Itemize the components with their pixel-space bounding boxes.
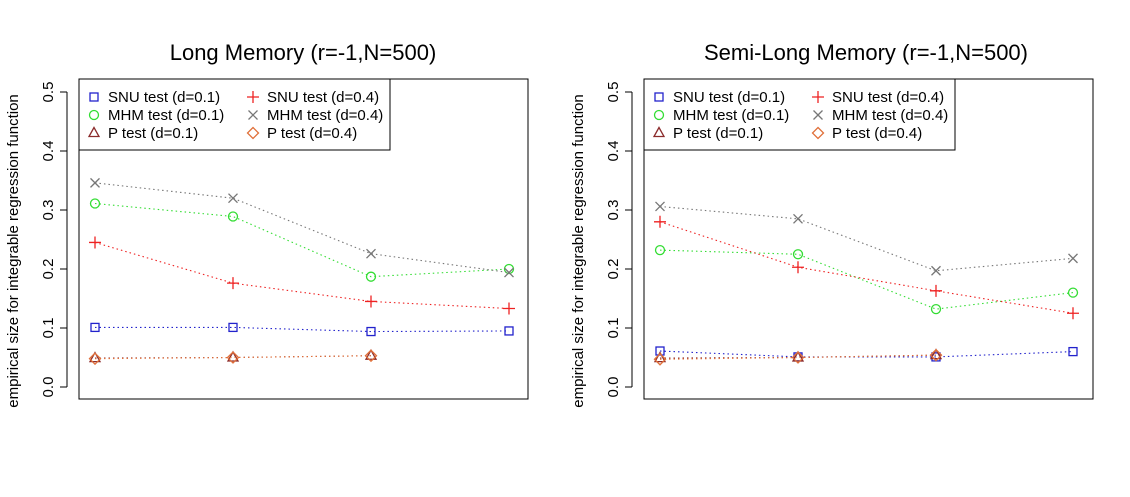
legend-marker [246,126,260,140]
chart-panel-2: Semi-Long Memory (r=-1,N=500) 0.0 0.1 0.2 0.… [570,40,1094,408]
legend-label: MHM test (d=0.1) [673,107,789,124]
data-point [226,350,240,362]
y-tick-label: 0.3 [40,200,57,221]
y-tick-label: 0.2 [40,259,57,280]
series-line [659,221,1074,314]
data-point [1068,253,1078,264]
data-point [792,261,804,274]
series-line [659,249,1074,310]
legend-marker [89,92,99,102]
data-point [930,284,942,297]
y-tick-label: 0.0 [605,377,622,398]
legend-label: SNU test (d=0.1) [108,89,220,106]
data-point [88,352,102,366]
legend-marker [247,91,259,103]
series-line [95,326,510,333]
data-point [655,201,665,212]
series-line [94,241,510,310]
chart-title: Long Memory (r=-1,N=500) [170,40,437,65]
legend-marker [248,110,258,120]
legend-label: MHM test (d=0.4) [832,107,948,124]
data-point [226,351,240,364]
legend-label: P test (d=0.4) [832,125,922,142]
legend-label: MHM test (d=0.1) [108,107,224,124]
y-tick-label: 0.1 [605,318,622,339]
data-point [792,249,804,260]
data-point [89,198,101,209]
data-point [793,213,803,224]
data-point [1068,346,1078,357]
legend-label: P test (d=0.1) [673,125,763,142]
legend-marker [653,109,665,121]
legend-marker [654,92,664,102]
y-tick-label: 0.1 [40,318,57,339]
y-tick-label: 0.4 [605,141,622,162]
data-point [364,348,378,360]
data-point [227,277,239,290]
legend-marker [87,126,101,138]
data-point [504,267,514,278]
data-point [929,348,943,362]
data-point [654,215,666,228]
data-point [365,271,377,282]
data-point [653,352,667,366]
data-point [228,322,238,333]
legend-label: MHM test (d=0.4) [267,107,383,124]
series-line [659,205,1074,272]
series-line [94,355,372,360]
y-axis-label: empirical size for integrable regression… [570,94,587,407]
legend-box [643,78,956,151]
y-tick-label: 0.2 [605,259,622,280]
data-point [88,351,102,363]
series-line [94,182,510,274]
data-point [503,302,515,315]
data-point [791,351,805,364]
legend: SNU test (d=0.1)MHM test (d=0.1)P test (… [78,78,391,151]
data-point [929,348,943,360]
chart-title: Semi-Long Memory (r=-1,N=500) [704,40,1028,65]
data-point [90,322,100,333]
data-point [227,211,239,222]
data-point [931,265,941,276]
legend-marker [652,126,666,138]
data-point [365,295,377,308]
legend-label: SNU test (d=0.4) [832,89,944,106]
series-line [94,202,510,278]
legend-label: SNU test (d=0.1) [673,89,785,106]
data-point [1067,307,1079,320]
legend-marker [812,91,824,103]
data-point [364,349,378,363]
y-tick-label: 0.5 [40,82,57,103]
data-point [366,248,376,259]
series-line [659,350,1074,358]
legend-marker [811,126,825,140]
data-point [791,350,805,362]
data-point [89,236,101,249]
data-point [90,177,100,188]
legend-marker [88,109,100,121]
data-point [366,326,376,337]
data-point [654,244,666,256]
data-point [228,193,238,204]
y-tick-label: 0.3 [605,200,622,221]
data-point [1067,287,1079,298]
data-point [930,303,942,315]
chart-panel-1: Long Memory (r=-1,N=500) 0.0 0.1 0.2 0.3 0.4 0… [5,40,529,408]
y-tick-label: 0.5 [605,82,622,103]
series-line [659,354,937,360]
legend-label: SNU test (d=0.4) [267,89,379,106]
data-point [504,326,514,336]
y-tick-label: 0.4 [40,141,57,162]
legend-box [78,78,391,151]
legend-marker [813,110,823,120]
y-axis-label: empirical size for integrable regression… [5,94,22,407]
y-tick-label: 0.0 [40,377,57,398]
legend-label: P test (d=0.4) [267,125,357,142]
legend-label: P test (d=0.1) [108,125,198,142]
data-point [503,263,515,275]
legend: SNU test (d=0.1)MHM test (d=0.1)P test (… [643,78,956,151]
data-point [655,346,665,356]
